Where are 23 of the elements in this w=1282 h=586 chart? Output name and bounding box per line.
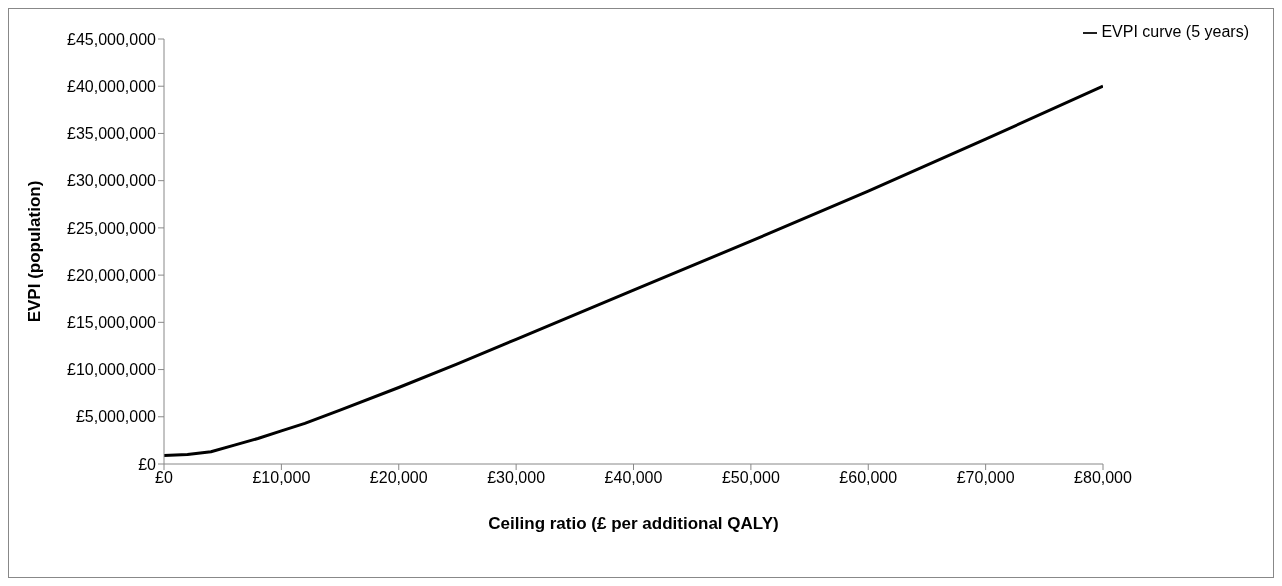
x-tick-label: £50,000 [721, 469, 780, 487]
y-tick-label: £25,000,000 [67, 219, 157, 237]
x-tick-label: £70,000 [956, 469, 1015, 487]
x-tick-label: £10,000 [252, 469, 311, 487]
y-tick-label: £45,000,000 [67, 30, 157, 48]
y-tick-label: £20,000,000 [67, 266, 157, 284]
y-tick-label: £10,000,000 [67, 361, 157, 379]
x-tick-label: £40,000 [604, 469, 663, 487]
y-tick-label: £0 [138, 455, 157, 473]
y-tick-label: £15,000,000 [67, 314, 157, 332]
x-tick-label: £30,000 [487, 469, 546, 487]
y-axis-title: EVPI (population) [25, 180, 45, 323]
x-axis-title: Ceiling ratio (£ per additional QALY) [488, 514, 779, 533]
y-tick-label: £35,000,000 [67, 125, 157, 143]
y-tick-label: £30,000,000 [67, 172, 157, 190]
x-tick-label: £0 [155, 469, 173, 487]
x-tick-label: £80,000 [1074, 469, 1133, 487]
y-tick-label: £5,000,000 [75, 408, 157, 426]
x-tick-label: £60,000 [839, 469, 898, 487]
x-tick-label: £20,000 [369, 469, 428, 487]
line-series [164, 84, 1103, 457]
legend-label: EVPI curve (5 years) [1101, 23, 1249, 40]
y-tick-label: £40,000,000 [67, 77, 157, 95]
